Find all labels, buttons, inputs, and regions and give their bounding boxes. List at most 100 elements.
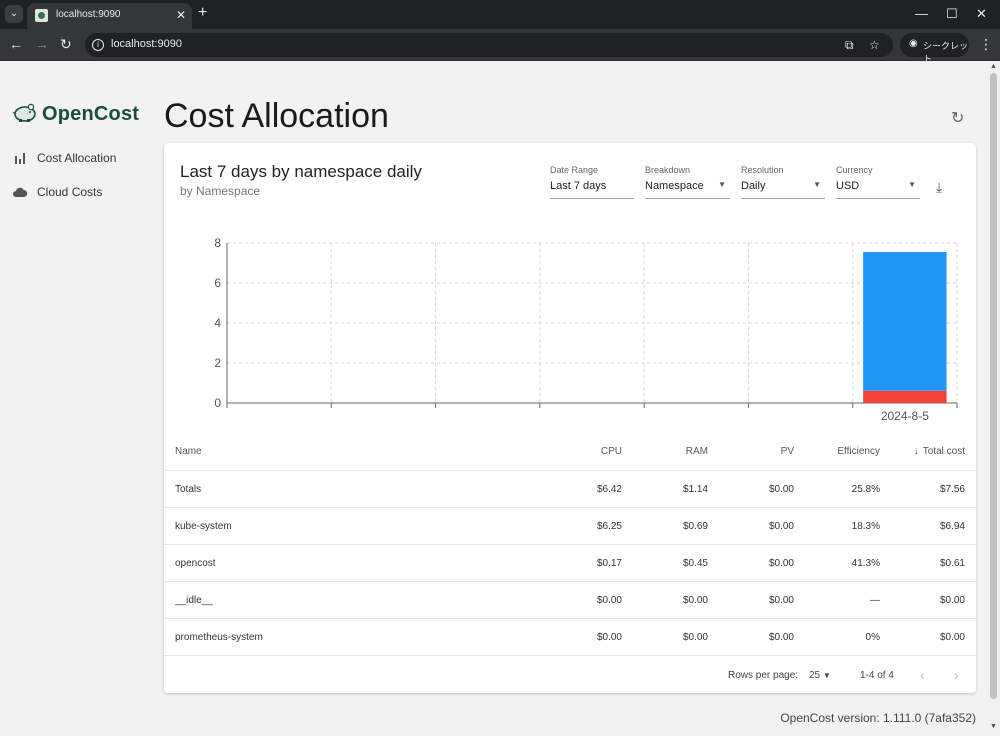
row-ram: $0.69 — [682, 521, 708, 532]
reload-button[interactable]: ↻ — [60, 36, 72, 52]
sidebar-item-cost-allocation[interactable]: Cost Allocation — [12, 146, 152, 172]
row-name: Totals — [175, 484, 202, 495]
row-pv: $0.00 — [768, 632, 794, 643]
table-row[interactable]: __idle__ $0.00 $0.00 $0.00 — $0.00 — [164, 582, 976, 619]
translate-icon[interactable]: ⧉ — [845, 38, 854, 52]
row-total: $7.56 — [939, 484, 965, 495]
address-url[interactable]: localhost:9090 — [111, 38, 182, 50]
column-header-total-cost[interactable]: ↓ Total cost — [914, 446, 965, 457]
bar-segment — [863, 390, 947, 403]
row-name: __idle__ — [175, 595, 213, 606]
address-bar[interactable]: i localhost:9090 ⧉ ☆ — [85, 33, 893, 57]
breakdown-select[interactable]: Breakdown Namespace ▼ — [645, 165, 730, 199]
row-ram: $1.14 — [682, 484, 708, 495]
close-window-button[interactable]: ✕ — [976, 6, 987, 21]
row-total: $6.94 — [939, 521, 965, 532]
piggy-bank-icon — [12, 103, 36, 122]
row-efficiency: 25.8% — [851, 484, 880, 495]
row-name: kube-system — [175, 521, 232, 532]
bookmark-star-icon[interactable]: ☆ — [869, 38, 880, 52]
cloud-icon — [13, 187, 28, 197]
browser-toolbar: ← → ↻ i localhost:9090 ⧉ ☆ ◉ シークレット ⋮ — [0, 29, 1000, 64]
incognito-label: シークレット — [923, 41, 969, 64]
report-card: Last 7 days by namespace daily by Namesp… — [164, 143, 976, 693]
scroll-down-icon[interactable]: ▼ — [990, 723, 997, 730]
field-label: Date Range — [550, 165, 599, 175]
bar-chart-icon — [15, 153, 25, 164]
table-row: Totals $6.42 $1.14 $0.00 25.8% $7.56 — [164, 471, 976, 508]
currency-select[interactable]: Currency USD ▼ — [836, 165, 920, 199]
caret-down-icon: ▼ — [718, 180, 726, 189]
resolution-select[interactable]: Resolution Daily ▼ — [741, 165, 825, 199]
browser-tab-bar: ⌄ localhost:9090 ✕ + — ☐ ✕ — [0, 0, 1000, 29]
chevron-left-icon[interactable]: ‹ — [920, 667, 925, 683]
column-header-pv[interactable]: PV — [780, 446, 794, 457]
column-header-ram[interactable]: RAM — [685, 446, 708, 457]
logo-text: OpenCost — [42, 103, 140, 125]
table-row[interactable]: kube-system $6.25 $0.69 $0.00 18.3% $6.9… — [164, 508, 976, 545]
row-name: prometheus-system — [175, 632, 263, 643]
browser-menu-icon[interactable]: ⋮ — [979, 36, 993, 52]
rows-per-page-value: 25 — [809, 670, 821, 681]
scroll-up-icon[interactable]: ▲ — [990, 63, 997, 70]
row-pv: $0.00 — [768, 484, 794, 495]
field-value: Last 7 days — [550, 180, 607, 192]
close-tab-icon[interactable]: ✕ — [175, 8, 186, 22]
y-tick-label: 2 — [214, 356, 221, 370]
bar-segment — [863, 252, 947, 391]
minimize-button[interactable]: — — [915, 6, 928, 21]
field-label: Currency — [836, 165, 873, 175]
y-tick-label: 8 — [214, 236, 221, 250]
x-tick-label: 2024-8-5 — [881, 409, 929, 423]
row-efficiency: — — [870, 595, 880, 606]
column-header-efficiency[interactable]: Efficiency — [837, 446, 880, 457]
allocation-table: Name CPU RAM PV Efficiency ↓ Total cost T… — [164, 433, 976, 656]
refresh-icon[interactable]: ↻ — [951, 110, 965, 127]
row-pv: $0.00 — [768, 558, 794, 569]
scrollbar-thumb[interactable] — [990, 73, 997, 699]
incognito-badge[interactable]: ◉ シークレット — [900, 33, 969, 64]
table-row[interactable]: opencost $0.17 $0.45 $0.00 41.3% $0.61 — [164, 545, 976, 582]
row-pv: $0.00 — [768, 521, 794, 532]
caret-down-icon: ▼ — [813, 180, 821, 189]
maximize-button[interactable]: ☐ — [946, 6, 958, 21]
cost-chart: 0 2 4 6 8 2024-8-5 — [214, 236, 958, 423]
row-total: $0.00 — [939, 595, 965, 606]
site-info-icon[interactable]: i — [92, 39, 104, 51]
row-ram: $0.00 — [682, 632, 708, 643]
rows-per-page-select[interactable]: 25 ▼ — [809, 670, 831, 681]
row-cpu: $0.00 — [596, 595, 622, 606]
page-title: Cost Allocation — [164, 97, 389, 135]
field-value: Daily — [741, 180, 766, 192]
rows-per-page-label: Rows per page: — [728, 670, 799, 681]
browser-tab[interactable]: localhost:9090 ✕ — [27, 3, 192, 29]
forward-button[interactable]: → — [35, 36, 49, 52]
date-range-field[interactable]: Date Range Last 7 days — [550, 165, 634, 199]
y-tick-label: 4 — [214, 316, 221, 330]
report-title: Last 7 days by namespace daily — [180, 162, 422, 181]
table-row[interactable]: prometheus-system $0.00 $0.00 $0.00 0% $… — [164, 619, 976, 656]
opencost-logo[interactable]: OpenCost — [12, 100, 142, 130]
tab-search-button[interactable]: ⌄ — [5, 5, 23, 23]
y-tick-label: 0 — [214, 396, 221, 410]
table-header-row: Name CPU RAM PV Efficiency ↓ Total cost — [164, 433, 976, 471]
back-button[interactable]: ← — [9, 36, 23, 52]
download-icon[interactable]: ⤓ — [936, 179, 943, 195]
new-tab-button[interactable]: + — [198, 4, 208, 21]
row-pv: $0.00 — [768, 595, 794, 606]
row-efficiency: 0% — [865, 632, 880, 643]
sort-arrow-down-icon: ↓ — [913, 446, 919, 457]
column-header-name[interactable]: Name — [175, 446, 202, 457]
row-ram: $0.00 — [682, 595, 708, 606]
row-cpu: $0.17 — [596, 558, 622, 569]
row-efficiency: 18.3% — [851, 521, 880, 532]
caret-down-icon: ▼ — [822, 671, 831, 680]
version-footer: OpenCost version: 1.111.0 (7afa352) — [780, 711, 976, 725]
row-cpu: $6.25 — [596, 521, 622, 532]
row-cpu: $0.00 — [596, 632, 622, 643]
favicon-icon — [35, 9, 48, 22]
column-header-cpu[interactable]: CPU — [600, 446, 622, 457]
page-scrollbar[interactable]: ▲ ▼ — [987, 61, 1000, 736]
chevron-right-icon[interactable]: › — [954, 667, 959, 683]
sidebar-item-cloud-costs[interactable]: Cloud Costs — [12, 180, 152, 206]
